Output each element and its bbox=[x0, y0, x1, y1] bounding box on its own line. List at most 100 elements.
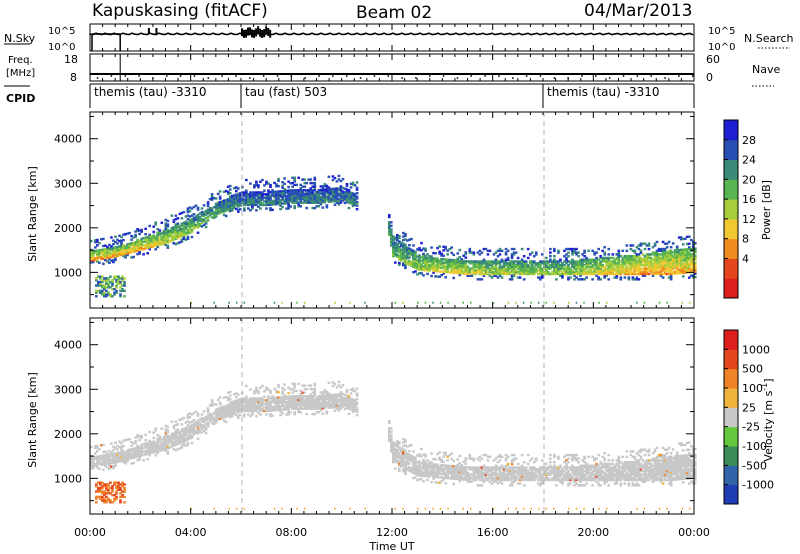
power-cell bbox=[498, 274, 502, 277]
velocity-cell bbox=[438, 470, 441, 474]
power-cell bbox=[490, 262, 494, 265]
power-cell bbox=[241, 198, 244, 201]
power-cell bbox=[126, 248, 129, 251]
power-cell bbox=[208, 208, 212, 212]
velocity-cell bbox=[156, 444, 160, 448]
power-cell bbox=[520, 265, 524, 269]
power-cell bbox=[645, 263, 649, 267]
power-cell bbox=[313, 206, 317, 210]
power-cell bbox=[343, 196, 347, 199]
power-cell bbox=[422, 261, 425, 265]
velocity-cell bbox=[460, 471, 464, 474]
power-cell bbox=[691, 260, 695, 263]
power-cell bbox=[327, 193, 331, 196]
velocity-cell bbox=[238, 414, 242, 417]
power-cell bbox=[138, 239, 141, 243]
power-cell bbox=[635, 267, 639, 270]
power-cell bbox=[555, 265, 558, 269]
power-cell bbox=[671, 261, 675, 265]
velocity-cell bbox=[224, 415, 228, 418]
power-cell bbox=[625, 271, 629, 274]
power-cell bbox=[575, 265, 578, 269]
velocity-cell bbox=[337, 394, 341, 398]
velocity-cell bbox=[194, 430, 198, 433]
power-cell bbox=[424, 260, 427, 263]
power-cell bbox=[123, 289, 126, 293]
power-cell bbox=[691, 242, 695, 245]
velocity-cell bbox=[271, 409, 274, 412]
power-cell bbox=[665, 272, 669, 276]
power-cell bbox=[408, 247, 411, 250]
power-cell bbox=[273, 196, 276, 199]
power-cell bbox=[164, 232, 168, 236]
power-cell bbox=[432, 259, 435, 262]
power-cell bbox=[293, 196, 296, 199]
velocity-cell bbox=[287, 398, 290, 402]
power-cell bbox=[341, 195, 345, 199]
power-cell bbox=[476, 269, 480, 272]
power-cell bbox=[643, 254, 647, 258]
velocity-cell bbox=[462, 467, 466, 471]
power-cell bbox=[540, 267, 544, 270]
power-cell bbox=[424, 256, 427, 259]
power-cell bbox=[510, 260, 514, 263]
velocity-cell bbox=[166, 436, 170, 439]
power-cell bbox=[434, 264, 437, 267]
velocity-cell bbox=[118, 451, 121, 454]
power-cell bbox=[537, 301, 540, 304]
power-cell bbox=[337, 192, 341, 195]
freq-trace bbox=[90, 54, 694, 81]
power-cell bbox=[506, 258, 510, 261]
velocity-cell bbox=[192, 427, 196, 431]
power-cell bbox=[130, 249, 133, 252]
velocity-cell bbox=[166, 452, 170, 455]
power-cell bbox=[677, 261, 681, 264]
power-cell bbox=[303, 189, 307, 192]
power-cell bbox=[281, 189, 284, 193]
velocity-cell bbox=[102, 443, 105, 447]
noise-spike bbox=[263, 29, 266, 38]
power-cell bbox=[232, 199, 236, 202]
velocity-cell bbox=[186, 413, 190, 416]
power-cell bbox=[97, 284, 100, 287]
power-cell bbox=[494, 269, 498, 272]
power-cell bbox=[613, 269, 617, 272]
velocity-cell bbox=[331, 395, 335, 398]
velocity-cell bbox=[253, 399, 256, 402]
power-cell bbox=[204, 211, 208, 214]
velocity-cell bbox=[267, 402, 270, 405]
power-cell bbox=[353, 201, 357, 205]
velocity-cell bbox=[293, 398, 296, 402]
power-cell bbox=[325, 197, 329, 200]
power-cell bbox=[281, 301, 283, 304]
velocity-cell bbox=[265, 400, 268, 404]
power-cell bbox=[619, 276, 623, 279]
power-cell bbox=[327, 189, 331, 193]
power-cell bbox=[134, 230, 137, 233]
power-cell bbox=[148, 235, 151, 238]
velocity-cell bbox=[410, 458, 413, 461]
velocity-cell bbox=[422, 474, 425, 478]
power-cell bbox=[440, 261, 443, 264]
velocity-cell bbox=[428, 473, 431, 476]
velocity-cell bbox=[275, 401, 278, 405]
power-cell bbox=[657, 253, 661, 256]
power-cell bbox=[428, 265, 431, 269]
velocity-cell bbox=[271, 396, 274, 400]
velocity-cell bbox=[488, 480, 492, 483]
power-cell bbox=[595, 256, 598, 260]
velocity-cell bbox=[289, 388, 292, 391]
velocity-cell bbox=[389, 434, 393, 437]
velocity-cell bbox=[440, 472, 443, 476]
power-cell bbox=[679, 270, 683, 273]
power-cell bbox=[643, 272, 647, 276]
power-cell bbox=[245, 191, 248, 194]
power-cell bbox=[486, 249, 490, 253]
power-cell bbox=[121, 284, 124, 287]
power-cell bbox=[466, 272, 470, 276]
velocity-cell bbox=[126, 456, 129, 459]
power-cell bbox=[228, 192, 232, 195]
power-cell bbox=[349, 200, 353, 203]
power-cell bbox=[601, 265, 604, 269]
velocity-cell bbox=[355, 410, 359, 413]
